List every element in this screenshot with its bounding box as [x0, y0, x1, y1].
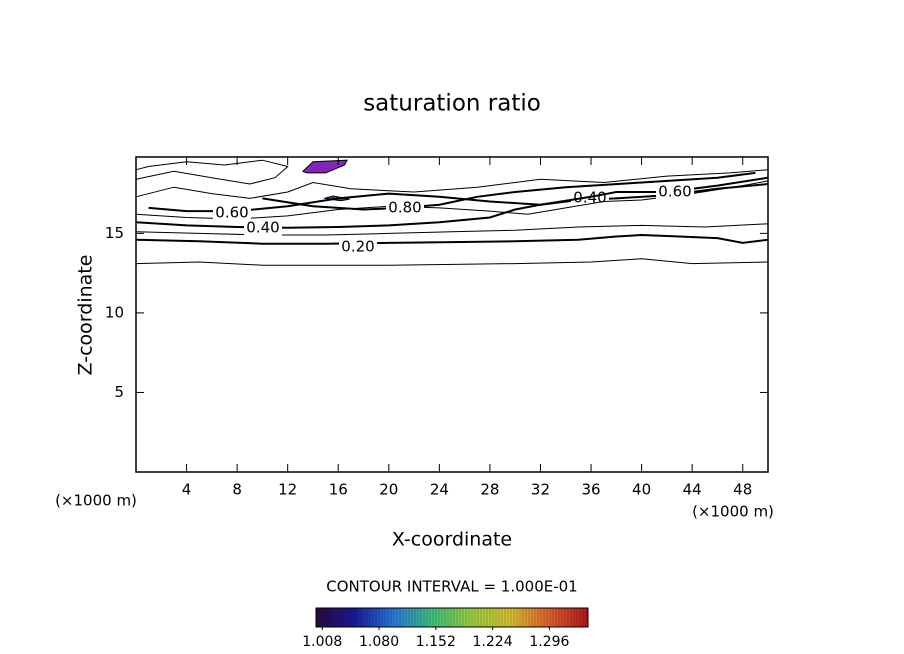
- colorbar: [315, 607, 589, 628]
- x-unit-label: (×1000 m): [692, 503, 774, 521]
- x-tick-label: 8: [232, 481, 242, 499]
- x-tick-label: 4: [182, 481, 192, 499]
- contour-interval-note: CONTOUR INTERVAL = 1.000E-01: [326, 578, 577, 596]
- y-tick-label: 15: [105, 224, 124, 242]
- chart-title: saturation ratio: [363, 91, 541, 117]
- contour-label: 0.60: [658, 183, 691, 201]
- x-tick-label: 32: [531, 481, 550, 499]
- y-tick-label: 10: [105, 303, 124, 321]
- x-tick-label: 16: [329, 481, 348, 499]
- contour-label-bg: [386, 200, 424, 216]
- contour-label-bg: [213, 205, 251, 221]
- x-axis-label: X-coordinate: [392, 529, 512, 551]
- x-tick-label: 36: [581, 481, 600, 499]
- contour-label: 0.60: [215, 204, 248, 222]
- colorbar-tick-label: 1.152: [416, 634, 456, 650]
- filled-region: [301, 159, 348, 174]
- x-tick-label: 40: [632, 481, 651, 499]
- contour-line: [135, 159, 289, 185]
- x-tick-label: 44: [683, 481, 702, 499]
- contour-label-bg: [339, 239, 377, 255]
- contour-label: 0.80: [388, 199, 421, 217]
- x-tick-label: 20: [379, 481, 398, 499]
- colorbar-tick-label: 1.080: [359, 634, 399, 650]
- x-tick-label: 48: [733, 481, 752, 499]
- colorbar-tick-label: 1.296: [529, 634, 569, 650]
- contour-line: [135, 223, 769, 236]
- y-unit-label: (×1000 m): [55, 492, 137, 510]
- y-tick-label: 5: [114, 383, 124, 401]
- x-tick-label: 12: [278, 481, 297, 499]
- colorbar-tick-label: 1.008: [302, 634, 342, 650]
- plot-frame: [135, 156, 769, 473]
- contour-line: [135, 258, 769, 266]
- y-axis-label: Z-coordinate: [75, 255, 97, 376]
- x-tick-label: 24: [430, 481, 449, 499]
- contour-label: 0.40: [246, 219, 279, 237]
- contour-label-bg: [656, 184, 694, 200]
- contour-line: [135, 169, 769, 199]
- contour-label: 0.20: [341, 238, 374, 256]
- contour-line: [262, 171, 756, 211]
- contour-line: [135, 233, 769, 245]
- contour-label-bg: [244, 220, 282, 236]
- x-tick-label: 28: [480, 481, 499, 499]
- colorbar-tick-label: 1.224: [473, 634, 513, 650]
